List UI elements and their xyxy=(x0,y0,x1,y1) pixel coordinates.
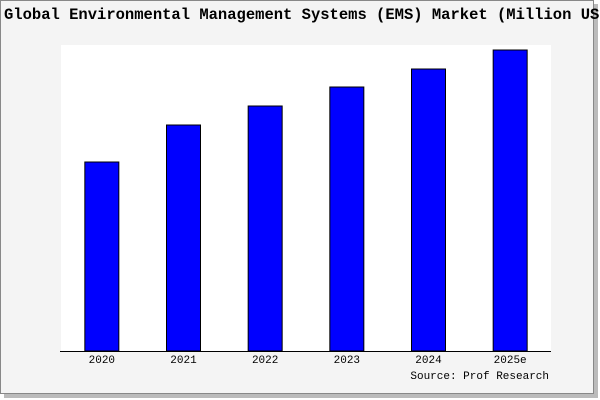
plot-area xyxy=(61,45,551,351)
bar xyxy=(329,86,365,352)
x-tick-label: 2022 xyxy=(252,355,278,367)
bar xyxy=(492,49,528,352)
x-tick-label: 2025e xyxy=(494,355,527,367)
bar xyxy=(84,161,120,352)
x-tick-label: 2024 xyxy=(415,355,442,367)
x-tick-label: 2021 xyxy=(170,355,197,367)
chart-title: Global Environmental Management Systems … xyxy=(4,6,600,24)
bar xyxy=(411,68,446,352)
source: Source: Prof Research xyxy=(410,371,549,383)
bar xyxy=(166,124,201,352)
bar xyxy=(247,105,283,352)
x-tick-label: 2020 xyxy=(89,355,115,367)
x-tick-label: 2023 xyxy=(334,355,360,367)
